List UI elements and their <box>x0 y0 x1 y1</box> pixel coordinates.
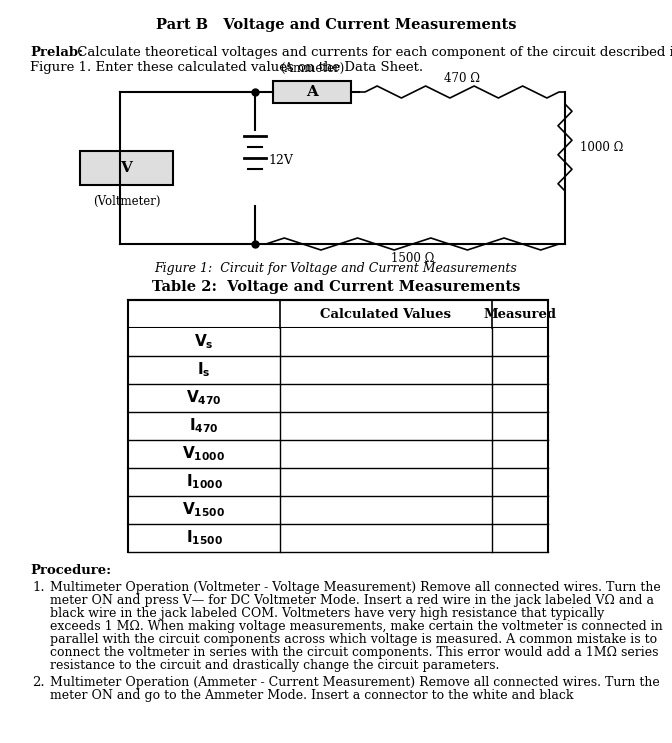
Text: meter ON and press V— for DC Voltmeter Mode. Insert a red wire in the jack label: meter ON and press V— for DC Voltmeter M… <box>50 594 654 607</box>
Text: Prelab:: Prelab: <box>30 46 83 59</box>
Text: exceeds 1 MΩ. When making voltage measurements, make certain the voltmeter is co: exceeds 1 MΩ. When making voltage measur… <box>50 620 663 633</box>
Text: Calculate theoretical voltages and currents for each component of the circuit de: Calculate theoretical voltages and curre… <box>73 46 672 59</box>
Bar <box>128 412 548 440</box>
Text: black wire in the jack labeled COM. Voltmeters have very high resistance that ty: black wire in the jack labeled COM. Volt… <box>50 607 604 620</box>
Text: 470 Ω: 470 Ω <box>444 71 480 85</box>
Text: 1000 Ω: 1000 Ω <box>580 141 624 154</box>
Text: $\mathbf{V_{470}}$: $\mathbf{V_{470}}$ <box>186 389 222 407</box>
Text: resistance to the circuit and drastically change the circuit parameters.: resistance to the circuit and drasticall… <box>50 659 499 672</box>
Bar <box>128 468 548 496</box>
Bar <box>128 356 548 384</box>
Text: Procedure:: Procedure: <box>30 564 111 577</box>
Text: $\mathbf{V_{1000}}$: $\mathbf{V_{1000}}$ <box>182 444 226 464</box>
Text: connect the voltmeter in series with the circuit components. This error would ad: connect the voltmeter in series with the… <box>50 646 659 659</box>
Text: 12V: 12V <box>268 154 293 166</box>
Text: Multimeter Operation (Ammeter - Current Measurement) Remove all connected wires.: Multimeter Operation (Ammeter - Current … <box>50 676 660 689</box>
Text: Figure 1:  Circuit for Voltage and Current Measurements: Figure 1: Circuit for Voltage and Curren… <box>155 262 517 275</box>
Text: Part B   Voltage and Current Measurements: Part B Voltage and Current Measurements <box>156 18 516 32</box>
Text: (Ammeter): (Ammeter) <box>280 62 344 74</box>
Text: 2.: 2. <box>32 676 45 689</box>
Text: A: A <box>306 85 318 99</box>
Text: $\mathbf{V_s}$: $\mathbf{V_s}$ <box>194 333 214 351</box>
Text: Table 2:  Voltage and Current Measurements: Table 2: Voltage and Current Measurement… <box>152 280 520 294</box>
Bar <box>128 440 548 468</box>
Text: V: V <box>120 161 132 175</box>
Text: Calculated Values: Calculated Values <box>321 308 452 320</box>
Text: Multimeter Operation (Voltmeter - Voltage Measurement) Remove all connected wire: Multimeter Operation (Voltmeter - Voltag… <box>50 581 661 594</box>
Bar <box>128 300 548 328</box>
Text: 1500 Ω: 1500 Ω <box>391 251 434 265</box>
Bar <box>128 496 548 524</box>
Bar <box>128 328 548 356</box>
Text: meter ON and go to the Ammeter Mode. Insert a connector to the white and black: meter ON and go to the Ammeter Mode. Ins… <box>50 689 573 702</box>
Bar <box>128 524 548 552</box>
Text: 1.: 1. <box>32 581 45 594</box>
Bar <box>80 151 173 185</box>
Text: $\mathbf{I_{1500}}$: $\mathbf{I_{1500}}$ <box>185 529 222 548</box>
Text: $\mathbf{I_s}$: $\mathbf{I_s}$ <box>197 360 211 380</box>
Text: $\mathbf{I_{470}}$: $\mathbf{I_{470}}$ <box>190 417 219 435</box>
Text: (Voltmeter): (Voltmeter) <box>93 195 160 207</box>
Bar <box>273 81 351 103</box>
Text: parallel with the circuit components across which voltage is measured. A common : parallel with the circuit components acr… <box>50 633 657 646</box>
Text: Figure 1. Enter these calculated values on the Data Sheet.: Figure 1. Enter these calculated values … <box>30 61 423 74</box>
Bar <box>128 384 548 412</box>
Text: Measured: Measured <box>483 308 556 320</box>
Text: $\mathbf{I_{1000}}$: $\mathbf{I_{1000}}$ <box>185 473 222 491</box>
Text: $\mathbf{V_{1500}}$: $\mathbf{V_{1500}}$ <box>182 501 226 519</box>
